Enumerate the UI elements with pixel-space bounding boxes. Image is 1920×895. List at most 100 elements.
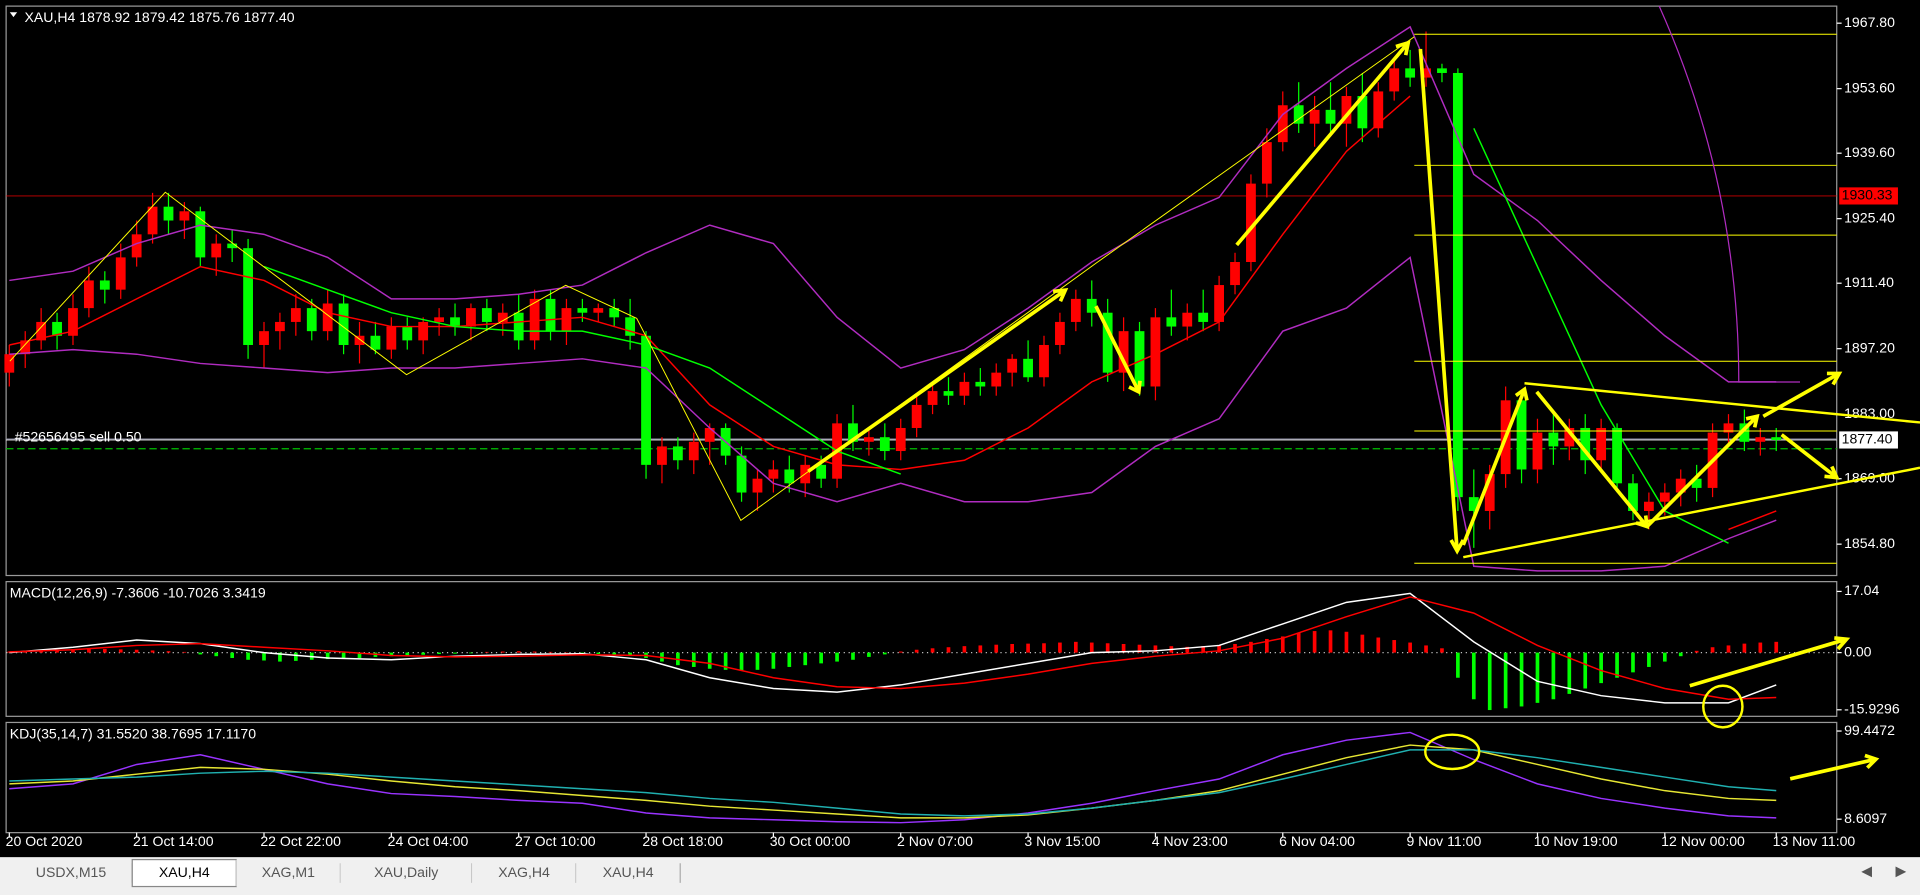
tab-label[interactable]: USDX,M15 bbox=[36, 864, 107, 880]
arrow bbox=[1780, 433, 1840, 480]
histogram-bar bbox=[182, 651, 187, 653]
candle-body bbox=[1023, 358, 1033, 378]
candle-body bbox=[1055, 321, 1065, 345]
tab-label[interactable]: XAG,H4 bbox=[498, 864, 550, 880]
candle-body bbox=[84, 280, 94, 309]
candle-body bbox=[1659, 492, 1670, 502]
y-tick-label: 8.6097 bbox=[1844, 810, 1887, 826]
candle-body bbox=[1691, 478, 1702, 488]
y-tick-label: 1925.40 bbox=[1844, 209, 1895, 225]
tab-label[interactable]: XAU,H4 bbox=[159, 864, 210, 880]
scroll-right[interactable]: ▶ bbox=[1896, 863, 1907, 879]
arrow bbox=[1094, 305, 1142, 395]
histogram-bar bbox=[198, 652, 203, 655]
tab[interactable] bbox=[340, 859, 473, 887]
triangle-lines bbox=[1463, 382, 1920, 559]
histogram-bar bbox=[421, 652, 426, 655]
histogram-bar bbox=[548, 651, 553, 653]
candle-body bbox=[1118, 331, 1129, 373]
tab[interactable] bbox=[236, 859, 341, 887]
histogram-bar bbox=[707, 652, 712, 669]
y-tick-label: 17.04 bbox=[1844, 582, 1879, 598]
candle-body bbox=[927, 391, 938, 405]
panel-title: KDJ(35,14,7) 31.5520 38.7695 17.1170 bbox=[10, 725, 256, 741]
candle-body bbox=[131, 234, 142, 258]
histogram-bar bbox=[755, 652, 760, 670]
candle-body bbox=[243, 248, 253, 345]
candle-body bbox=[1468, 497, 1479, 511]
indicator-line bbox=[9, 592, 1777, 704]
candle-body bbox=[1039, 344, 1049, 378]
candle-body bbox=[593, 308, 604, 313]
candle-body bbox=[450, 317, 460, 327]
arc bbox=[1658, 5, 1801, 383]
candle-body bbox=[1389, 68, 1400, 92]
panel-frame bbox=[5, 581, 1838, 717]
candle-body bbox=[1644, 501, 1654, 511]
candle-body bbox=[577, 308, 588, 313]
histogram-bar bbox=[978, 645, 983, 653]
candle-body bbox=[354, 335, 365, 345]
scroll-left[interactable]: ◀ bbox=[1861, 863, 1872, 879]
tab[interactable] bbox=[576, 859, 681, 887]
histogram-bar bbox=[1535, 652, 1540, 703]
histogram-bar bbox=[1599, 652, 1603, 684]
x-tick-label: 13 Nov 11:00 bbox=[1773, 833, 1856, 849]
y-tick-label: 1953.60 bbox=[1844, 79, 1895, 95]
histogram-bar bbox=[882, 652, 887, 655]
histogram-bar bbox=[803, 652, 808, 666]
tab[interactable] bbox=[9, 859, 133, 887]
histogram-bar bbox=[389, 652, 394, 657]
candle-body bbox=[275, 321, 285, 332]
x-tick-label: 27 Oct 10:00 bbox=[515, 833, 596, 849]
candle-body bbox=[20, 340, 31, 355]
y-tick-label: 1967.80 bbox=[1844, 14, 1895, 30]
candle-body bbox=[1548, 432, 1559, 447]
histogram-bar bbox=[405, 652, 410, 656]
x-tick-label: 2 Nov 07:00 bbox=[897, 833, 973, 849]
histogram-bar bbox=[166, 651, 171, 653]
histogram-bar bbox=[1121, 643, 1126, 653]
x-tick-label: 22 Oct 22:00 bbox=[260, 833, 341, 849]
candle-body bbox=[52, 321, 62, 336]
histogram-bar bbox=[612, 652, 617, 655]
histogram-bar bbox=[1742, 643, 1747, 653]
histogram-bar bbox=[1328, 630, 1333, 653]
candle-body bbox=[513, 312, 524, 341]
tab[interactable] bbox=[472, 859, 577, 887]
tab-label[interactable]: XAU,Daily bbox=[374, 864, 439, 880]
arrow bbox=[1789, 753, 1880, 781]
candle-body bbox=[1214, 285, 1225, 322]
histogram-bar bbox=[230, 652, 235, 658]
chart-background bbox=[0, 0, 1920, 857]
y-tick-label: -15.9296 bbox=[1844, 701, 1900, 717]
histogram-bar bbox=[134, 649, 139, 653]
indicator-line bbox=[9, 731, 1777, 824]
candle-body bbox=[115, 257, 126, 290]
histogram-bar bbox=[341, 652, 346, 659]
candle-body bbox=[1325, 109, 1336, 124]
candle-body bbox=[434, 317, 445, 322]
candle-body bbox=[1293, 105, 1304, 124]
candle-body bbox=[68, 308, 78, 336]
candle-body bbox=[1564, 427, 1575, 447]
histogram-bar bbox=[1710, 647, 1715, 653]
tab-label[interactable]: XAU,H4 bbox=[603, 864, 654, 880]
tab-label[interactable]: XAG,M1 bbox=[262, 864, 315, 880]
histogram-bar bbox=[1408, 642, 1412, 653]
candle-body bbox=[768, 469, 779, 479]
candle-body bbox=[36, 321, 47, 341]
histogram-bar bbox=[71, 649, 75, 653]
arrow bbox=[1461, 386, 1529, 546]
histogram-bar bbox=[246, 652, 250, 660]
candle-body bbox=[704, 427, 715, 442]
histogram-bar bbox=[453, 652, 457, 654]
histogram-bar bbox=[1153, 645, 1158, 653]
candle-body bbox=[1198, 312, 1209, 322]
candle-body bbox=[1166, 317, 1177, 327]
histogram-bar bbox=[1567, 652, 1572, 694]
histogram-bar bbox=[1583, 652, 1588, 689]
histogram-bar bbox=[1519, 652, 1524, 707]
x-tick-label: 24 Oct 04:00 bbox=[388, 833, 469, 849]
